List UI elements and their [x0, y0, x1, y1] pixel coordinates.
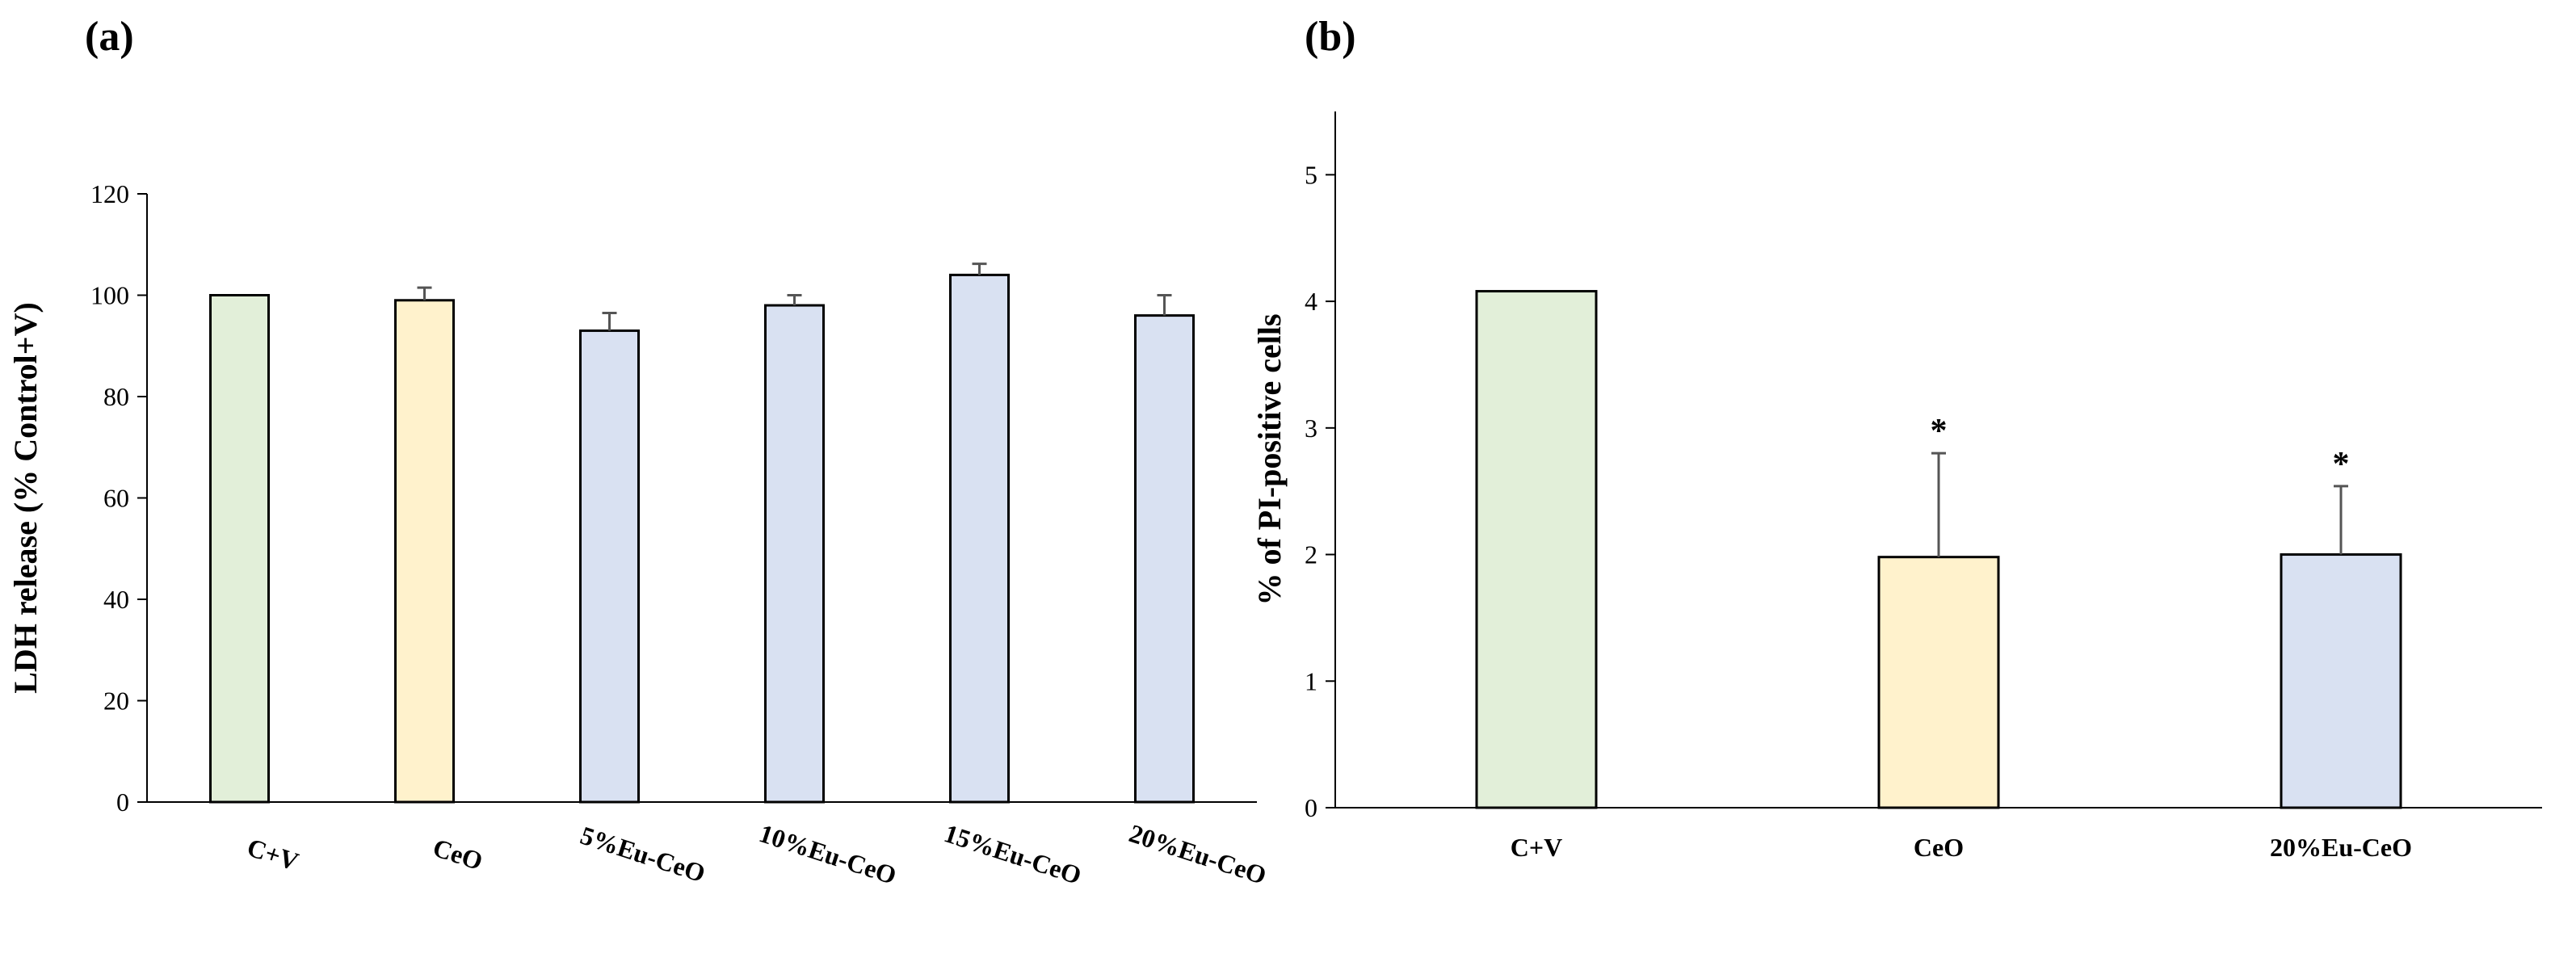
y-tick-label: 0 [116, 788, 129, 817]
y-tick-label: 0 [1305, 793, 1317, 822]
bar-C+V [209, 294, 270, 804]
chart-a-ldh-release: 0 20 40 60 80 100 120 LDH release (% Control+V)… [7, 179, 1270, 890]
x-category-label: CeO [1914, 833, 1964, 862]
y-tick-label: 3 [1305, 414, 1317, 443]
x-category-label: CeO [430, 833, 486, 876]
x-category-label: C+V [1511, 833, 1562, 862]
bar-20%Eu-CeO [1134, 314, 1195, 804]
bar-CeO [1877, 556, 2000, 809]
y-tick-label: 2 [1305, 540, 1317, 569]
panel-b-label: (b) [1305, 14, 1356, 60]
y-tick-label: 100 [90, 281, 129, 310]
y-axis-label: LDH release (% Control+V) [7, 302, 44, 694]
x-category-label: 10%Eu-CeO [756, 818, 901, 890]
y-tick-label: 4 [1305, 287, 1317, 316]
bar-10%Eu-CeO [764, 304, 825, 804]
x-category-label: 20%Eu-CeO [2270, 833, 2412, 862]
bar-5%Eu-CeO [579, 329, 640, 804]
panel-a-label: (a) [85, 14, 134, 60]
y-tick-label: 60 [103, 484, 129, 513]
y-tick-label: 40 [103, 585, 129, 614]
chart-b-pi-positive: 0 1 2 3 4 5 % of PI-positive cells C+V * CeO * 20%E… [1251, 111, 2542, 862]
y-tick-label: 5 [1305, 160, 1317, 189]
x-category-label: 5%Eu-CeO [577, 821, 708, 888]
x-category-label: 15%Eu-CeO [941, 818, 1086, 890]
x-category-label: C+V [244, 832, 302, 876]
significance-marker: * [2333, 446, 2350, 483]
y-tick-label: 1 [1305, 666, 1317, 695]
bar-20%Eu-CeO [2280, 553, 2402, 809]
y-axis-label: % of PI-positive cells [1251, 313, 1288, 605]
bar-C+V [1475, 290, 1598, 809]
bar-15%Eu-CeO [949, 273, 1010, 804]
bar-CeO [394, 299, 455, 804]
significance-marker: * [1931, 413, 1948, 450]
y-tick-label: 20 [103, 687, 129, 716]
x-category-label: 20%Eu-CeO [1126, 818, 1271, 890]
y-tick-label: 120 [90, 179, 129, 208]
y-tick-label: 80 [103, 382, 129, 411]
